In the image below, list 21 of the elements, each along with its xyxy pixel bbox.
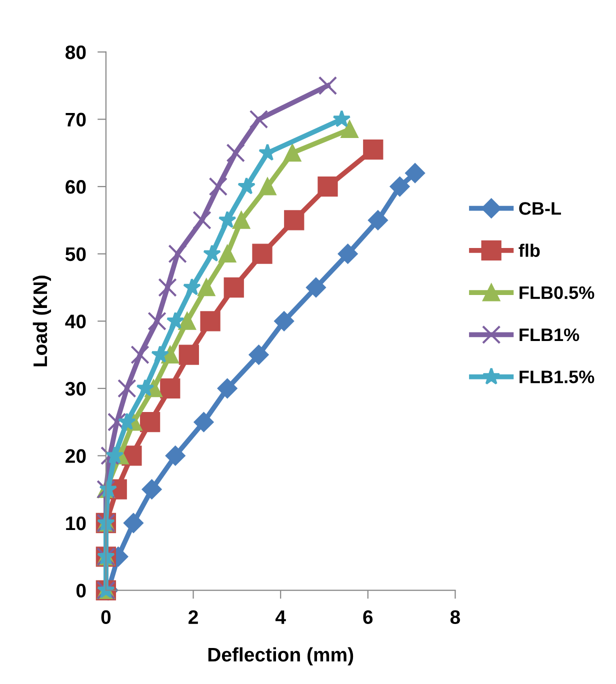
y-tick-label: 30 <box>65 382 86 396</box>
y-tick-label: 60 <box>66 180 86 194</box>
y-tick-label: 40 <box>65 314 86 328</box>
legend-label: FLB1.5% <box>520 370 594 384</box>
y-axis-title: Load (KN) <box>32 276 51 366</box>
y-tick-label: 70 <box>66 112 86 127</box>
y-tick-label: 80 <box>66 45 86 60</box>
x-tick-label: 8 <box>450 610 460 624</box>
y-tick-label: 50 <box>65 247 86 262</box>
y-tick-label: 0 <box>76 584 86 598</box>
legend-label: FLB1% <box>520 328 580 342</box>
x-axis-title: Deflection (mm) <box>208 647 354 666</box>
legend-label: flb <box>518 244 540 257</box>
y-tick-label: 20 <box>66 449 86 463</box>
x-tick-label: 6 <box>363 610 373 624</box>
x-tick-label: 0 <box>101 610 111 624</box>
legend-label: CB-L <box>519 202 561 215</box>
y-tick-label: 10 <box>66 516 86 530</box>
x-tick-label: 2 <box>188 610 198 624</box>
legend-label: FLB0.5% <box>520 286 594 300</box>
x-tick-label: 4 <box>275 610 286 624</box>
